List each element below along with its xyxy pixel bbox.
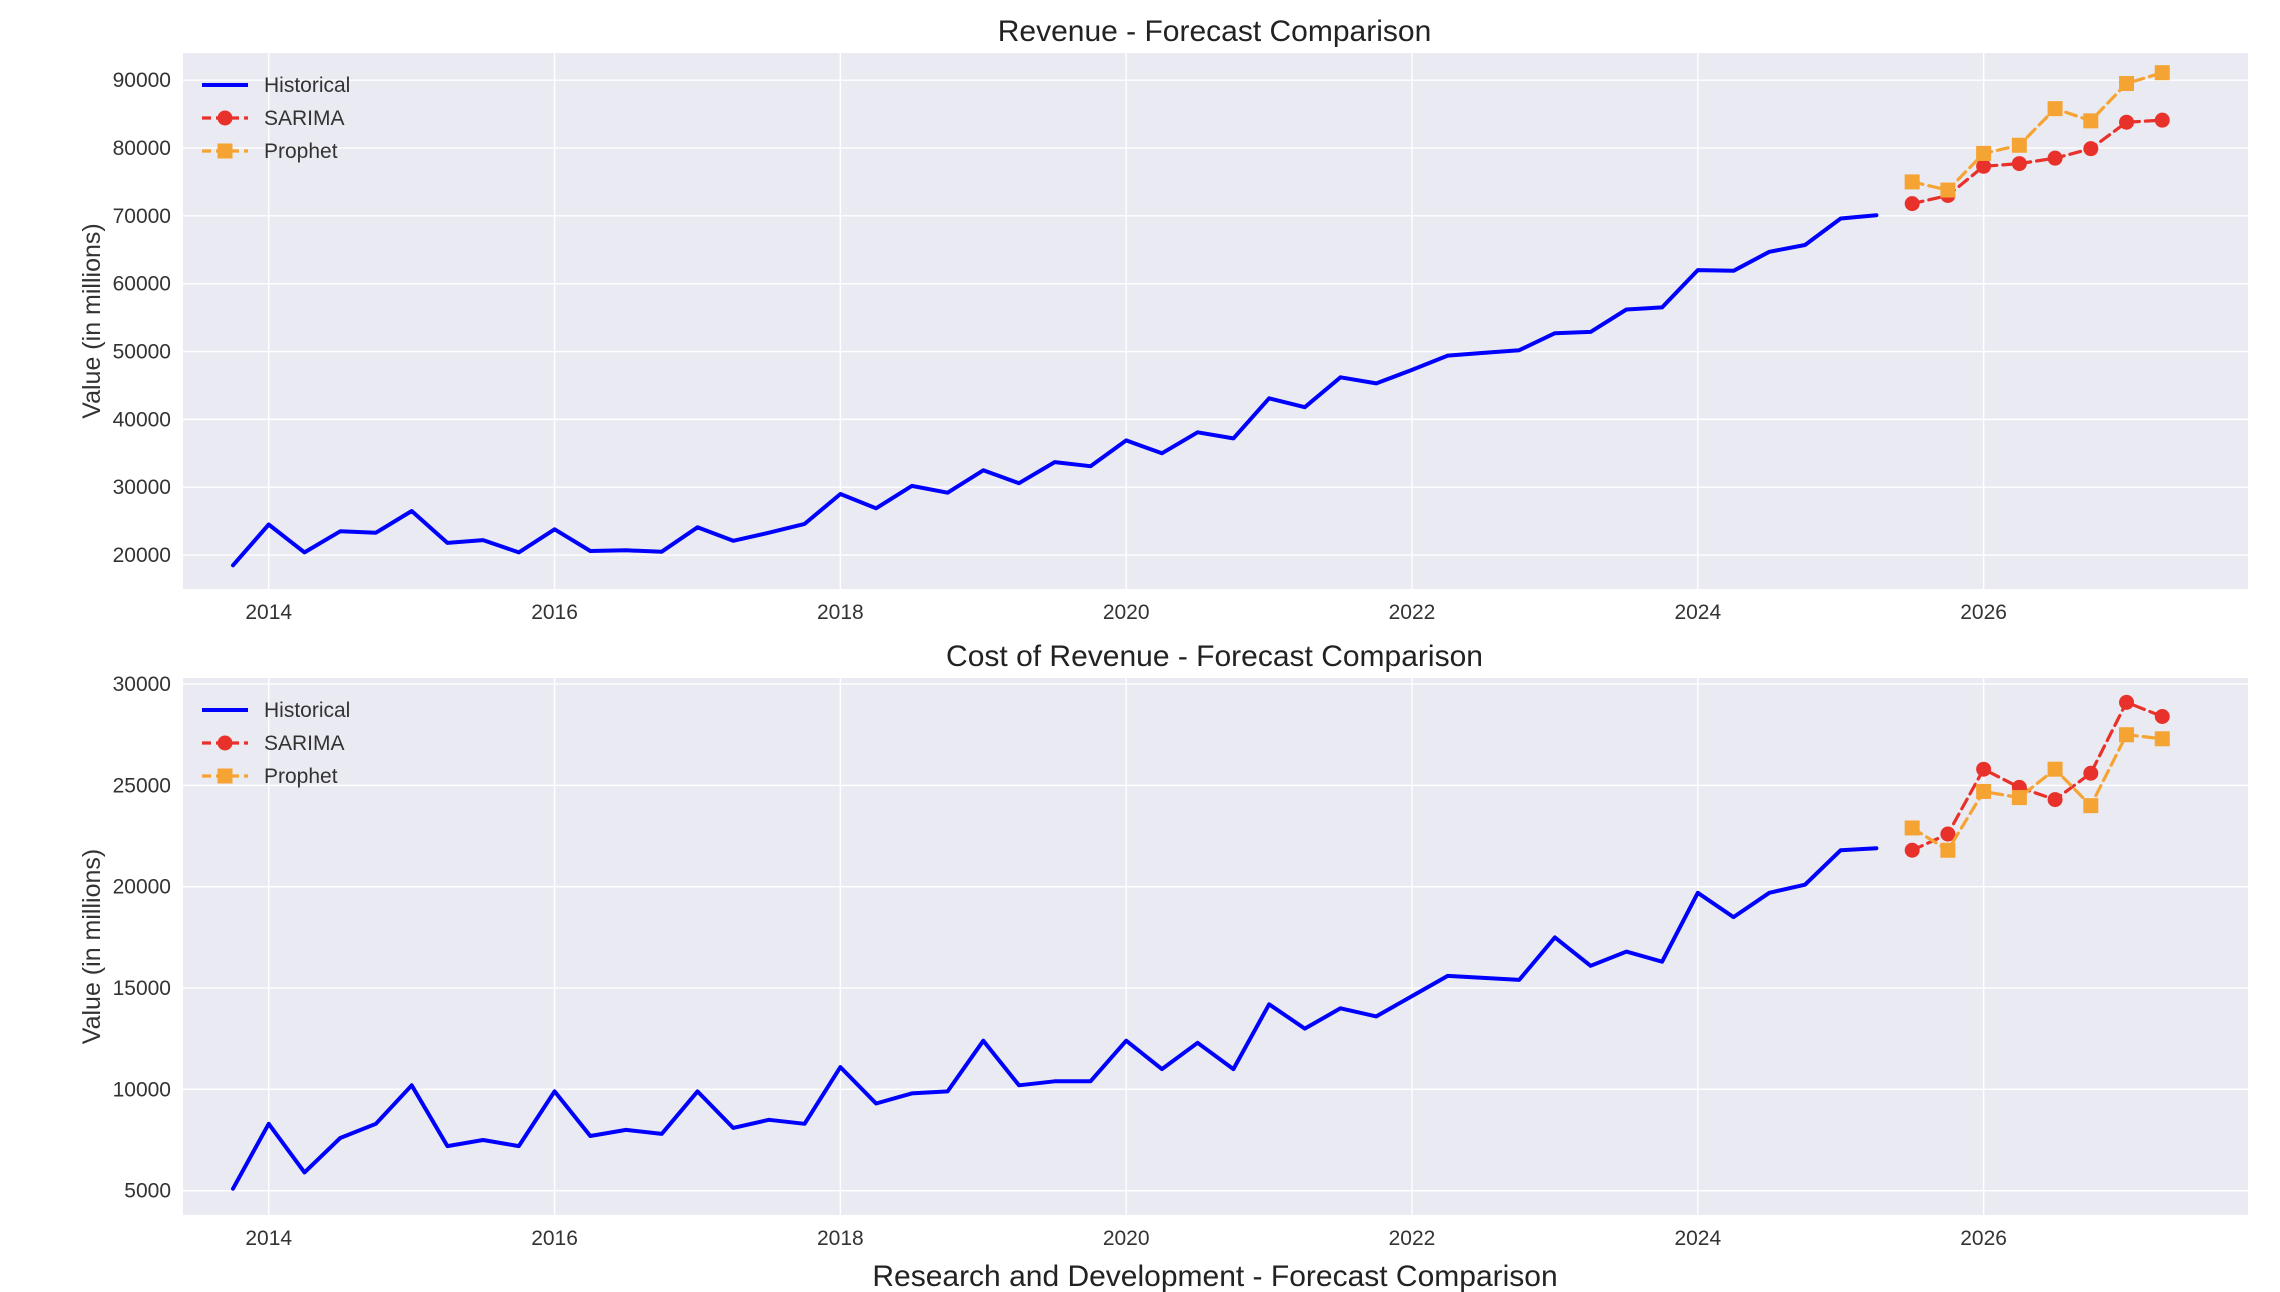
sarima-point bbox=[2083, 765, 2099, 781]
prophet-point bbox=[1940, 842, 1956, 858]
sarima-point bbox=[2011, 156, 2027, 172]
x-tick-label: 2022 bbox=[1389, 1227, 1436, 1250]
prophet-point bbox=[2083, 113, 2099, 129]
legend: Historical SARIMA Prophet bbox=[202, 74, 350, 163]
sarima-point bbox=[2119, 114, 2135, 130]
y-tick-label: 30000 bbox=[113, 673, 171, 696]
legend: Historical SARIMA Prophet bbox=[202, 699, 350, 788]
y-tick-label: 15000 bbox=[113, 977, 171, 1000]
legend-sarima-marker bbox=[217, 110, 233, 126]
sarima-point bbox=[2154, 709, 2170, 725]
prophet-point bbox=[1940, 182, 1956, 198]
legend-prophet-marker bbox=[217, 143, 233, 159]
chart-title: Cost of Revenue - Forecast Comparison bbox=[946, 640, 1483, 673]
sarima-point bbox=[1940, 826, 1956, 842]
plot-area bbox=[183, 53, 2248, 589]
sarima-point bbox=[2154, 112, 2170, 128]
y-tick-label: 70000 bbox=[113, 205, 171, 228]
historical-line bbox=[231, 846, 1879, 1191]
prophet-point bbox=[1976, 783, 1992, 799]
legend-prophet-label: Prophet bbox=[264, 140, 338, 163]
x-tick-label: 2020 bbox=[1103, 1227, 1150, 1250]
legend-prophet-label: Prophet bbox=[264, 765, 338, 788]
x-tick-label: 2016 bbox=[531, 1227, 578, 1250]
x-tick-label: 2016 bbox=[531, 601, 578, 624]
y-tick-label: 25000 bbox=[113, 774, 171, 797]
x-tick-label: 2020 bbox=[1103, 601, 1150, 624]
prophet-line bbox=[1910, 733, 2164, 852]
prophet-point bbox=[2083, 798, 2099, 814]
prophet-point bbox=[2011, 137, 2027, 153]
sarima-point bbox=[1976, 761, 1992, 777]
prophet-point bbox=[2047, 761, 2063, 777]
sarima-point bbox=[1904, 842, 1920, 858]
prophet-point bbox=[2119, 727, 2135, 743]
prophet-point bbox=[1904, 174, 1920, 190]
x-tick-label: 2014 bbox=[245, 1227, 292, 1250]
sarima-line bbox=[1910, 700, 2164, 852]
prophet-point bbox=[1976, 145, 1992, 161]
sarima-point bbox=[2047, 792, 2063, 808]
sarima-point bbox=[1976, 158, 1992, 174]
legend-historical-label: Historical bbox=[264, 74, 350, 97]
y-axis-label: Value (in millions) bbox=[78, 223, 106, 418]
prophet-point bbox=[2154, 731, 2170, 747]
sarima-point bbox=[2083, 141, 2099, 157]
y-tick-label: 40000 bbox=[113, 408, 171, 431]
prophet-point bbox=[2119, 76, 2135, 92]
y-tick-label: 60000 bbox=[113, 273, 171, 296]
prophet-point bbox=[2047, 101, 2063, 117]
y-axis-label: Value (in millions) bbox=[78, 849, 106, 1044]
prophet-point bbox=[1904, 820, 1920, 836]
revenue-chart: 20000 30000 40000 50000 60000 70000 80000 90000… bbox=[78, 15, 2248, 624]
x-tick-label: 2026 bbox=[1960, 601, 2007, 624]
sarima-point bbox=[1904, 196, 1920, 212]
chart-title: Revenue - Forecast Comparison bbox=[998, 15, 1432, 48]
x-tick-label: 2022 bbox=[1389, 601, 1436, 624]
x-tick-label: 2014 bbox=[245, 601, 292, 624]
y-tick-label: 10000 bbox=[113, 1078, 171, 1101]
y-tick-label: 30000 bbox=[113, 476, 171, 499]
y-tick-label: 20000 bbox=[113, 876, 171, 899]
x-tick-label: 2024 bbox=[1674, 1227, 1721, 1250]
historical-line bbox=[231, 213, 1879, 568]
legend-sarima-label: SARIMA bbox=[264, 732, 345, 755]
x-tick-label: 2018 bbox=[817, 1227, 864, 1250]
x-tick-label: 2026 bbox=[1960, 1227, 2007, 1250]
prophet-point bbox=[2154, 65, 2170, 81]
y-tick-label: 80000 bbox=[113, 137, 171, 160]
legend-historical-label: Historical bbox=[264, 699, 350, 722]
y-tick-label: 50000 bbox=[113, 341, 171, 364]
research-and-development-chart-title: Research and Development - Forecast Comp… bbox=[872, 1260, 1557, 1292]
sarima-point bbox=[2047, 150, 2063, 166]
plot-area bbox=[183, 678, 2248, 1215]
legend-prophet-marker bbox=[217, 768, 233, 784]
legend-sarima-label: SARIMA bbox=[264, 107, 345, 130]
cost-of-revenue-chart: 5000 10000 15000 20000 25000 30000 2014 2016 201… bbox=[78, 640, 2248, 1250]
y-tick-label: 90000 bbox=[113, 69, 171, 92]
x-tick-label: 2024 bbox=[1674, 601, 1721, 624]
x-tick-label: 2018 bbox=[817, 601, 864, 624]
prophet-point bbox=[2011, 790, 2027, 806]
y-tick-label: 5000 bbox=[124, 1180, 171, 1203]
y-tick-label: 20000 bbox=[113, 544, 171, 567]
legend-sarima-marker bbox=[217, 735, 233, 751]
sarima-point bbox=[2119, 694, 2135, 710]
